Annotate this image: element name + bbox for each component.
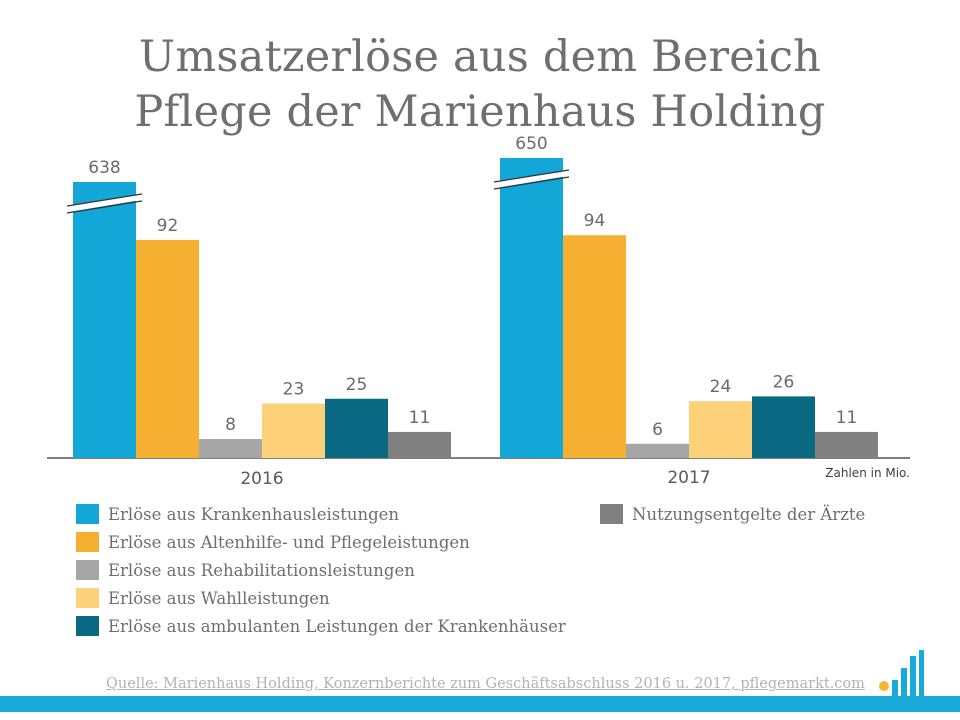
legend-item: Nutzungsentgelte der Ärzte — [600, 503, 865, 525]
axis-break-gap — [69, 194, 140, 212]
category-label: 2016 — [240, 469, 283, 489]
category-label: 2017 — [667, 468, 710, 488]
chart-title-line-1: Umsatzerlöse aus dem Bereich — [138, 32, 822, 82]
bar-chart: 638 92 8 23 25 11 2016 650 94 6 24 26 11 2017 Zahlen i… — [47, 134, 910, 489]
legend-item: Erlöse aus Rehabilitationsleistungen — [76, 559, 415, 581]
pflegemarkt-logo-icon — [879, 650, 924, 712]
bar — [752, 396, 815, 458]
source-link[interactable]: Quelle: Marienhaus Holding, Konzernberic… — [106, 676, 865, 692]
data-label: 94 — [584, 211, 606, 231]
legend-item: Erlöse aus ambulanten Leistungen der Kra… — [76, 615, 566, 637]
data-label: 8 — [225, 415, 236, 435]
legend-label: Nutzungsentgelte der Ärzte — [632, 504, 866, 524]
data-label: 24 — [710, 377, 732, 397]
legend-label: Erlöse aus Krankenhausleistungen — [108, 504, 400, 524]
legend-label: Erlöse aus Rehabilitationsleistungen — [108, 560, 415, 580]
bar — [689, 401, 752, 458]
legend-label: Erlöse aus Wahlleistungen — [108, 588, 330, 608]
footer-bar — [0, 696, 960, 712]
data-label: 11 — [836, 408, 858, 428]
bar — [262, 403, 325, 458]
data-label: 650 — [515, 134, 547, 154]
data-label: 26 — [773, 372, 795, 392]
axis-break-line — [493, 176, 570, 190]
bar — [199, 439, 262, 458]
data-label: 25 — [346, 375, 368, 395]
bar — [626, 443, 689, 458]
chart-title: Umsatzerlöse aus dem Bereich Pflege der … — [0, 30, 960, 140]
axis-break-line — [493, 169, 570, 183]
legend-label: Erlöse aus Altenhilfe- und Pflegeleistun… — [108, 532, 470, 552]
legend-swatch — [76, 532, 99, 552]
legend-item: Erlöse aus Altenhilfe- und Pflegeleistun… — [76, 531, 470, 553]
axis-break-gap — [496, 170, 567, 188]
bar — [388, 431, 451, 458]
data-label: 638 — [88, 158, 120, 178]
bar — [73, 182, 136, 458]
data-label: 92 — [157, 216, 179, 236]
data-label: 23 — [283, 379, 305, 399]
data-label: 11 — [409, 408, 431, 428]
legend-swatch — [76, 616, 99, 636]
legend-item: Erlöse aus Krankenhausleistungen — [76, 503, 399, 525]
bar — [136, 239, 199, 458]
data-label: 6 — [652, 420, 663, 440]
bar — [325, 398, 388, 458]
axis-break-line — [66, 193, 143, 207]
units-note: Zahlen in Mio. — [825, 466, 910, 480]
bar — [815, 431, 878, 458]
bar — [500, 158, 563, 458]
chart-title-line-2: Pflege der Marienhaus Holding — [134, 87, 826, 137]
axis-break-line — [66, 200, 143, 214]
legend-label: Erlöse aus ambulanten Leistungen der Kra… — [108, 616, 566, 636]
legend-swatch — [76, 588, 99, 608]
legend-swatch — [76, 560, 99, 580]
legend-swatch — [76, 504, 99, 524]
bar — [563, 235, 626, 458]
legend-swatch — [600, 504, 623, 524]
legend-item: Erlöse aus Wahlleistungen — [76, 587, 330, 609]
